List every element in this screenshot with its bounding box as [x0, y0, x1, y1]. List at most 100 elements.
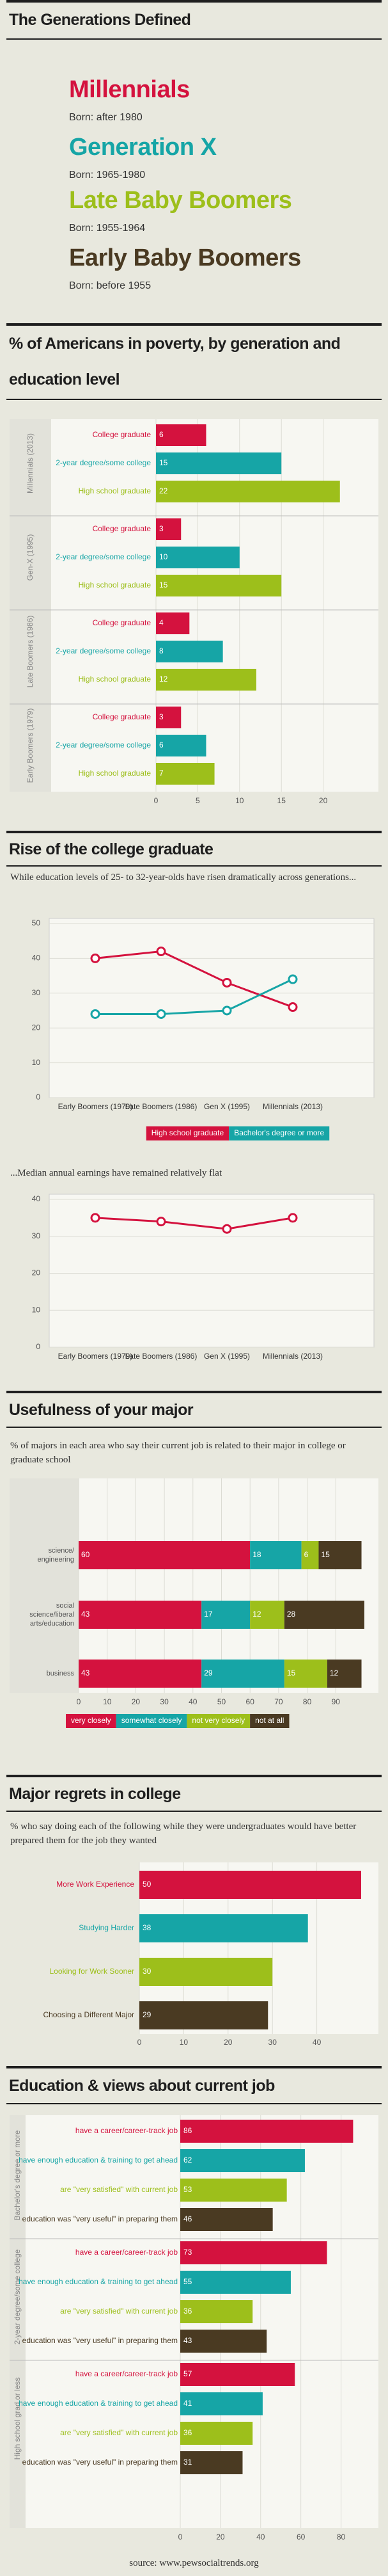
section-title: Rise of the college graduate — [6, 831, 382, 867]
line — [95, 1217, 293, 1230]
point — [288, 1002, 298, 1012]
section-title: % of Americans in poverty, by generation… — [6, 323, 382, 400]
generation-born: Born: after 1980 — [69, 112, 143, 123]
x-tick-label: 20 — [224, 2038, 233, 2047]
x-tick-label: 80 — [303, 1697, 312, 1706]
bar — [180, 2330, 267, 2353]
x-tick-label: 50 — [217, 1697, 226, 1706]
bar-category-label: College graduate — [93, 430, 151, 439]
legend-label: High school graduate — [151, 1128, 224, 1137]
y-tick-label: 0 — [36, 1092, 40, 1101]
bar-category-label: College graduate — [93, 524, 151, 533]
bar-segment — [250, 1601, 284, 1629]
value-label: 18 — [252, 1550, 261, 1559]
value-label: 4 — [159, 618, 164, 627]
value-label: 29 — [204, 1668, 213, 1677]
value-label: 41 — [183, 2399, 192, 2408]
group-label-band — [10, 2115, 26, 2528]
bar — [139, 2001, 268, 2029]
bar-category-label: have enough education & training to get … — [19, 2277, 178, 2286]
bar — [156, 735, 206, 756]
bar — [156, 452, 282, 474]
point — [222, 1224, 232, 1234]
bar-segment — [201, 1660, 284, 1688]
point — [222, 1005, 232, 1016]
section-title: Major regrets in college — [6, 1775, 382, 1812]
x-tick-label: 0 — [77, 1697, 81, 1706]
generation-born: Born: before 1955 — [69, 280, 151, 291]
x-tick-label: 10 — [180, 2038, 189, 2047]
bar-category-label: have a career/career-track job — [75, 2248, 178, 2257]
value-label: 12 — [159, 675, 168, 684]
subtitle: While education levels of 25- to 32-year… — [10, 872, 357, 883]
bar — [156, 547, 240, 568]
bar-category-label: have a career/career-track job — [75, 2369, 178, 2378]
bar-category-label: education was "very useful" in preparing… — [22, 2458, 178, 2467]
bar — [156, 612, 190, 634]
bar-category-label: High school graduate — [79, 675, 151, 684]
bar — [180, 2363, 295, 2386]
value-label: 31 — [183, 2458, 192, 2467]
value-label: 10 — [159, 552, 168, 561]
legend-label: Bachelor's degree or more — [234, 1128, 324, 1137]
y-tick-label: 40 — [32, 1194, 41, 1203]
bar-category-label: 2-year degree/some college — [56, 552, 151, 561]
y-tick-label: 20 — [32, 1023, 41, 1032]
y-tick-label: 0 — [36, 1342, 40, 1351]
bar-category-label: High school graduate — [79, 769, 151, 778]
value-label: 43 — [81, 1668, 90, 1677]
x-tick-label: 20 — [319, 796, 328, 805]
legend-swatch — [116, 1714, 187, 1728]
value-label: 57 — [183, 2369, 192, 2378]
legend-swatch — [146, 1126, 229, 1140]
x-tick-label: Late Boomers (1986) — [125, 1102, 198, 1111]
category-label: social science/liberal arts/education — [29, 1602, 74, 1628]
x-tick-label: 20 — [132, 1697, 141, 1706]
bar-category-label: have enough education & training to get … — [19, 2399, 178, 2408]
x-tick-label: 0 — [178, 2532, 183, 2541]
x-tick-label: 20 — [216, 2532, 225, 2541]
group-label-band — [10, 419, 51, 792]
group-label: Bachelor's degree or more — [13, 2130, 22, 2220]
generation-born: Born: 1955-1964 — [69, 223, 146, 234]
legend-swatch — [229, 1126, 330, 1140]
legend-label: very closely — [71, 1716, 111, 1725]
x-tick-label: 10 — [235, 796, 244, 805]
value-label: 3 — [159, 712, 164, 721]
point — [222, 977, 232, 988]
x-tick-label: 80 — [337, 2532, 346, 2541]
bar — [156, 481, 340, 502]
x-tick-label: 5 — [196, 796, 200, 805]
value-label: 38 — [143, 1923, 151, 1932]
bar-segment — [201, 1601, 251, 1629]
value-label: 8 — [159, 646, 164, 655]
bar — [180, 2120, 353, 2143]
bar-category-label: Studying Harder — [79, 1923, 134, 1932]
bar-segment — [79, 1660, 202, 1688]
x-tick-label: 40 — [189, 1697, 198, 1706]
value-label: 55 — [183, 2277, 192, 2286]
value-label: 3 — [159, 524, 164, 533]
group-label: Early Boomers (1979) — [26, 708, 35, 783]
value-label: 43 — [183, 2336, 192, 2345]
bar — [180, 2392, 263, 2415]
generation-name: Late Baby Boomers — [69, 187, 292, 214]
generation-name: Generation X — [69, 134, 217, 161]
x-tick-label: Millennials (2013) — [263, 1352, 323, 1361]
bar-category-label: College graduate — [93, 618, 151, 627]
value-label: 22 — [159, 486, 168, 495]
bar-segment — [318, 1541, 362, 1569]
bar — [180, 2241, 327, 2264]
subtitle: % who say doing each of the following wh… — [10, 1821, 357, 1846]
section-title: Usefulness of your major — [6, 1391, 382, 1428]
generation-born: Born: 1965-1980 — [69, 170, 146, 180]
group-label: Gen-X (1995) — [26, 534, 35, 581]
bar-segment — [327, 1660, 362, 1688]
bar — [156, 518, 182, 540]
bar-category-label: More Work Experience — [56, 1880, 134, 1889]
x-tick-label: 60 — [297, 2532, 306, 2541]
group-label: Millennials (2013) — [26, 433, 35, 493]
subtitle: ...Median annual earnings have remained … — [10, 1168, 222, 1178]
value-label: 62 — [183, 2156, 192, 2164]
